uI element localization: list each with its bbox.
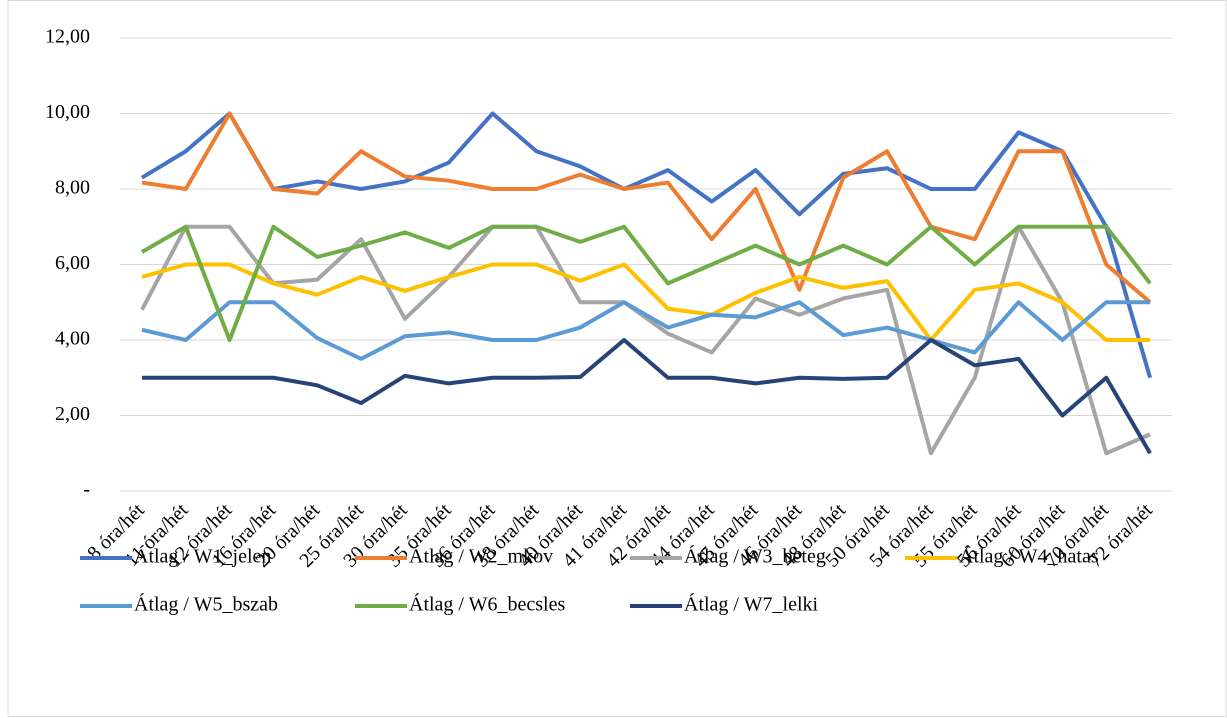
series-line <box>140 224 1152 342</box>
series-line <box>141 262 1151 342</box>
y-tick-label: 10,00 <box>45 101 90 123</box>
y-tick-label: 12,00 <box>45 26 90 48</box>
legend-label: Átlag / W7_lelki <box>684 593 818 616</box>
series-line <box>141 300 1151 361</box>
y-tick-label: 2,00 <box>55 403 90 425</box>
series-line <box>141 111 1152 304</box>
series-line <box>140 111 1153 379</box>
legend-label: Átlag / W3_beteg <box>684 545 826 568</box>
y-tick-label: - <box>83 479 90 501</box>
series-line <box>140 224 1151 456</box>
legend-label: Átlag / W5_bszab <box>134 593 278 616</box>
legend-label: Átlag / W1_jelen <box>134 545 271 568</box>
y-tick-label: 4,00 <box>55 328 90 350</box>
chart-frame <box>7 0 1227 717</box>
series-line <box>141 338 1152 455</box>
y-tick-label: 8,00 <box>55 177 90 199</box>
legend-label: Átlag / W6_becsles <box>409 593 565 616</box>
legend-label: Átlag / W4_hatas <box>959 545 1099 568</box>
y-tick-label: 6,00 <box>55 252 90 274</box>
legend-label: Átlag / W2_mkov <box>409 545 553 568</box>
